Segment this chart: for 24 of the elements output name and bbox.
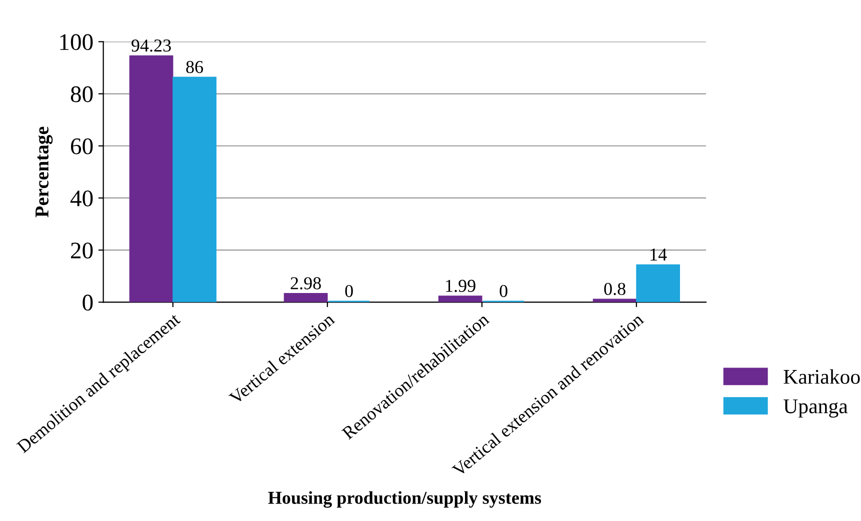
data-label: 1.99 — [446, 280, 476, 292]
data-label: 0 — [500, 284, 508, 298]
legend-label: Kariakoo — [784, 369, 860, 384]
bar — [636, 264, 680, 302]
y-axis-title: Percentage — [36, 126, 53, 218]
data-label: 0.8 — [604, 282, 626, 296]
data-label: 2.98 — [290, 277, 321, 290]
y-tick-label: 80 — [70, 86, 93, 102]
bar — [592, 298, 637, 302]
bar — [438, 296, 482, 302]
y-tick-label: 0 — [82, 294, 93, 311]
y-tick-label: 20 — [71, 242, 93, 259]
data-label: 86 — [186, 60, 204, 74]
y-tick-label: 40 — [70, 190, 93, 206]
x-axis-title: Housing production/supply systems — [268, 491, 542, 508]
legend-label: Upanga — [784, 399, 848, 418]
bar — [129, 55, 174, 302]
data-label: 14 — [650, 248, 667, 260]
data-label: 0 — [345, 284, 353, 298]
bar — [284, 293, 328, 302]
bar — [172, 76, 216, 302]
y-tick-label: 100 — [60, 34, 93, 50]
data-label: 94.23 — [132, 40, 171, 52]
y-tick-label: 60 — [71, 138, 93, 154]
